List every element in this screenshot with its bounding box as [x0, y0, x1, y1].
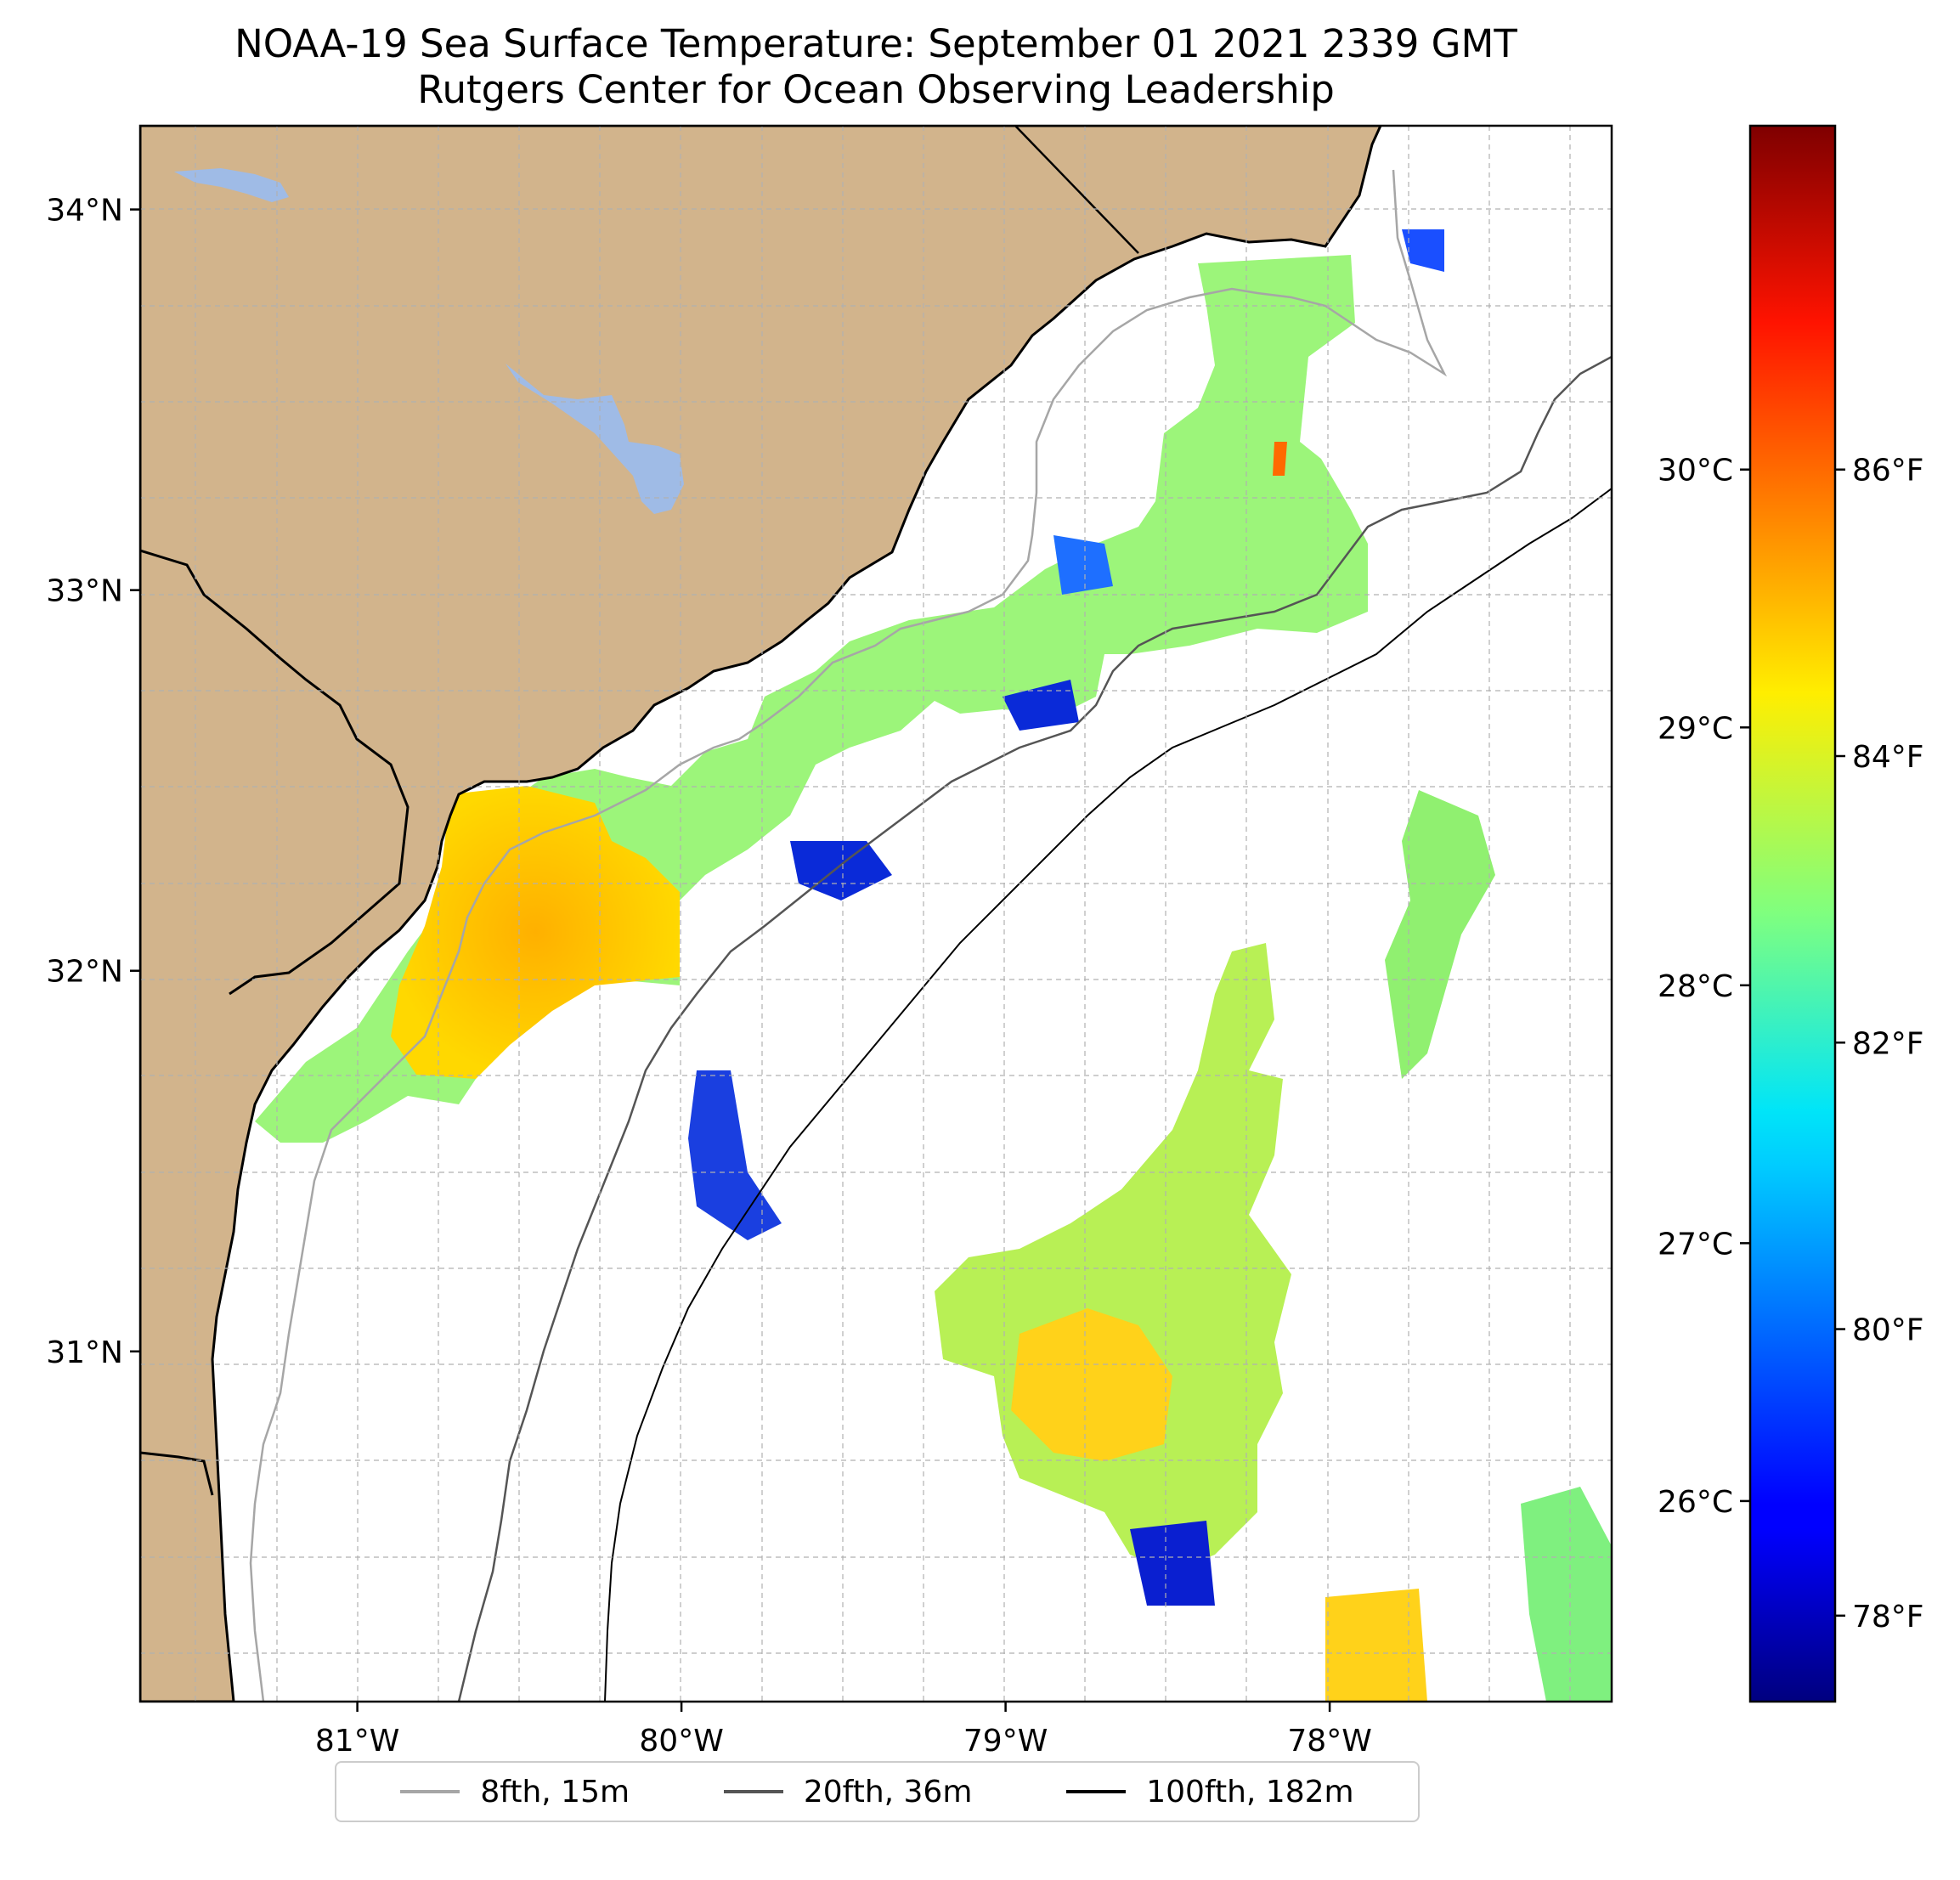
- colorbar-celsius-axis: 26°C 27°C 28°C 29°C 30°C: [1658, 454, 1750, 1520]
- legend-item-20fth: 20fth, 36m: [723, 1774, 973, 1809]
- colorbar-f-label: 80°F: [1852, 1313, 1924, 1348]
- lat-tick-label: 32°N: [46, 955, 123, 990]
- legend-label-100fth: 100fth, 182m: [1146, 1774, 1354, 1809]
- map-subtitle: Rutgers Center for Ocean Observing Leade…: [417, 67, 1335, 112]
- sst-patch-east-strip: [1385, 790, 1495, 1079]
- sst-data-layer: [255, 229, 1612, 1702]
- sst-patch-offshore-cold: [1130, 1521, 1215, 1606]
- colorbar-c-label: 27°C: [1658, 1227, 1733, 1262]
- colorbar-f-label: 82°F: [1852, 1026, 1924, 1061]
- sst-patch-cool-edge: [1053, 535, 1113, 595]
- legend-swatch-100fth: [1066, 1790, 1127, 1793]
- sst-patch-offshore-warm: [1011, 1308, 1172, 1461]
- grid-lines: [140, 126, 1612, 1702]
- sst-patch-cool-edge-2: [1003, 680, 1079, 731]
- colorbar: [1748, 124, 1837, 1703]
- legend-label-20fth: 20fth, 36m: [803, 1774, 973, 1809]
- legend-item-8fth: 8fth, 15m: [400, 1775, 630, 1809]
- longitude-axis: 81°W 80°W 79°W 78°W: [315, 1702, 1372, 1759]
- colorbar-c-label: 28°C: [1658, 969, 1733, 1004]
- lake-marion: [174, 168, 289, 202]
- isobath-100fth: [604, 488, 1612, 1702]
- colorbar-fahrenheit-axis: 78°F 80°F 82°F 84°F 86°F: [1835, 454, 1924, 1634]
- legend-item-100fth: 100fth, 182m: [1066, 1774, 1354, 1809]
- sst-patch-ne-small: [1402, 229, 1444, 272]
- latitude-axis: 31°N 32°N 33°N 34°N: [46, 194, 140, 1370]
- sst-patch-mid-red: [1273, 442, 1287, 476]
- sst-patch-warm-sound: [391, 786, 680, 1079]
- colorbar-c-label: 29°C: [1658, 711, 1733, 746]
- state-border-ga-fl: [140, 1451, 214, 1496]
- sst-patch-sw-blue: [688, 1070, 782, 1240]
- map-frame: [138, 124, 1613, 1703]
- isobath-20fth: [457, 355, 1612, 1702]
- legend-swatch-20fth: [723, 1790, 783, 1793]
- state-border-nc-sc: [1014, 126, 1139, 254]
- sst-patch-se-corner-2: [1521, 1487, 1612, 1702]
- lat-tick-label: 34°N: [46, 194, 123, 229]
- lat-tick-label: 31°N: [46, 1335, 123, 1370]
- lake-moultrie: [506, 364, 684, 514]
- legend-label-8fth: 8fth, 15m: [480, 1774, 630, 1809]
- sst-patch-se-corner: [1325, 1589, 1427, 1702]
- isobath-legend: 8fth, 15m 20fth, 36m 100fth, 182m: [335, 1761, 1420, 1822]
- colorbar-f-label: 78°F: [1852, 1600, 1924, 1634]
- map-title: NOAA-19 Sea Surface Temperature: Septemb…: [234, 21, 1517, 66]
- colorbar-f-label: 84°F: [1852, 740, 1924, 775]
- lat-tick-label: 33°N: [46, 574, 123, 609]
- lon-tick-label: 79°W: [963, 1724, 1048, 1759]
- legend-swatch-8fth: [400, 1790, 460, 1793]
- lon-tick-label: 81°W: [315, 1724, 399, 1759]
- state-border-sc-ga: [140, 549, 410, 996]
- colorbar-c-label: 26°C: [1658, 1485, 1733, 1520]
- land-mainland: [140, 126, 1382, 1702]
- isobath-8fth: [249, 169, 1448, 1702]
- lon-tick-label: 80°W: [639, 1724, 723, 1759]
- colorbar-f-label: 86°F: [1852, 454, 1924, 488]
- lon-tick-label: 78°W: [1287, 1724, 1371, 1759]
- colorbar-c-label: 30°C: [1658, 454, 1733, 488]
